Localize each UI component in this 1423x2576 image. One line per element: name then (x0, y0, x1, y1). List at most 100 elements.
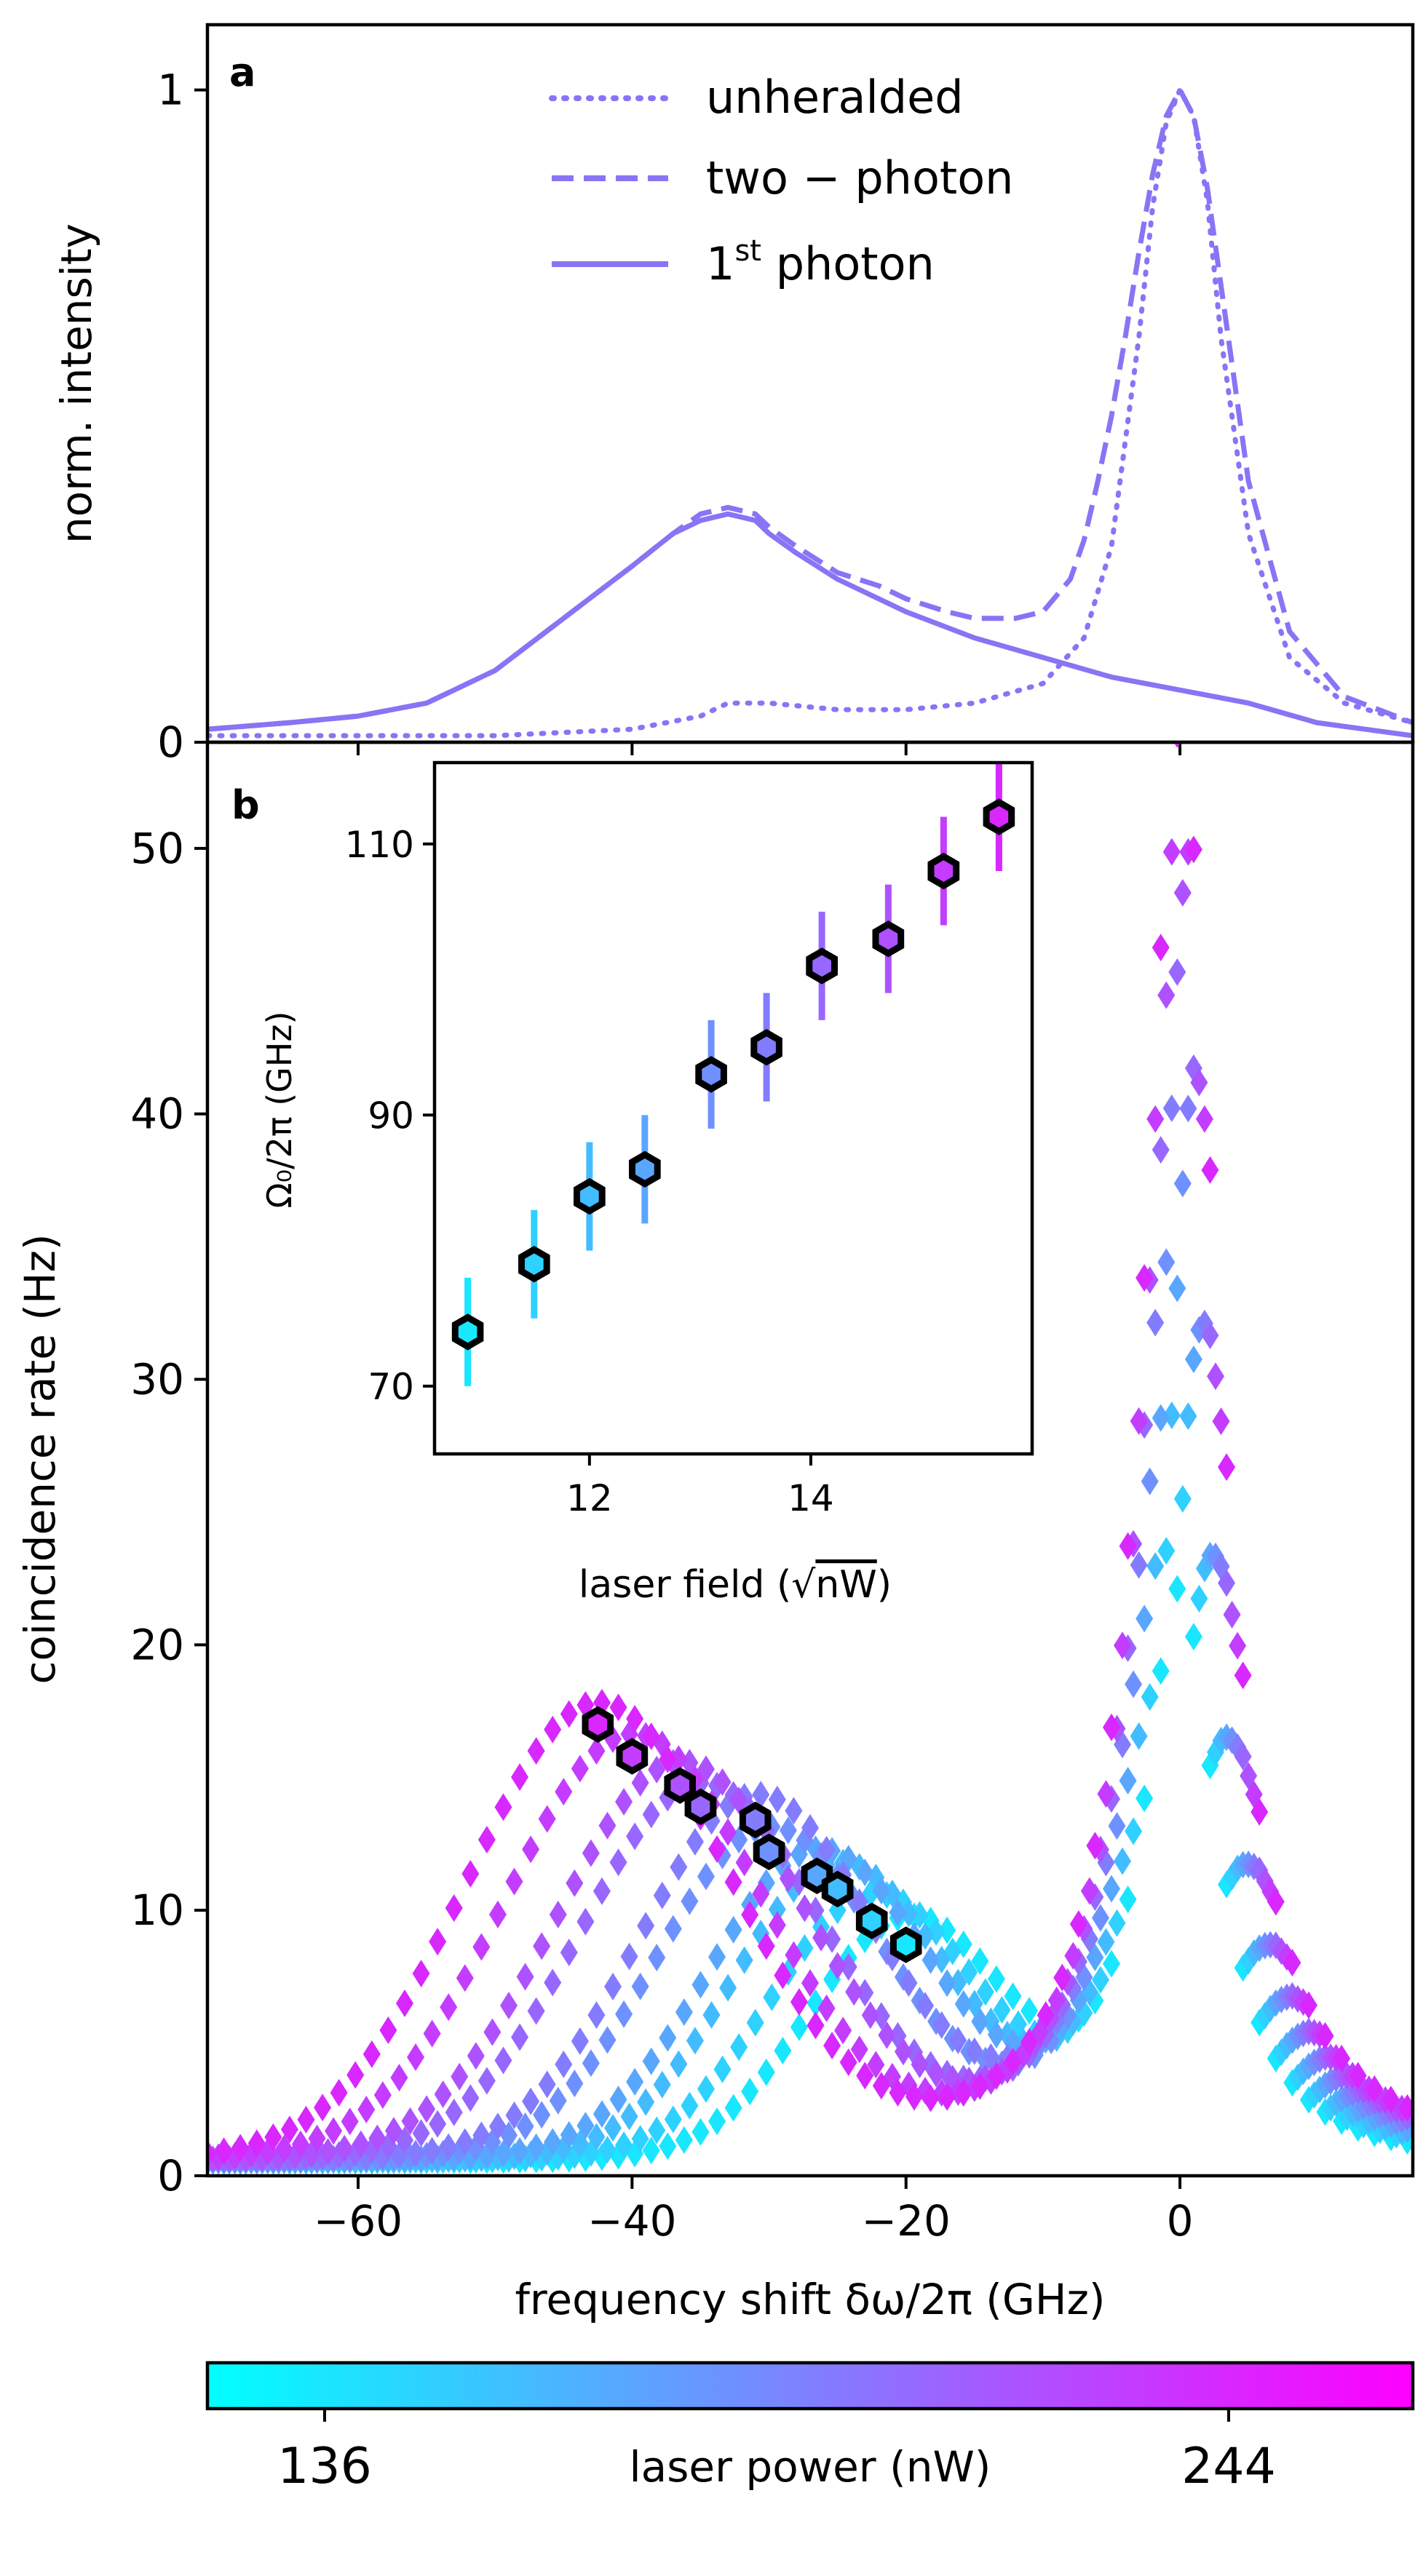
colorbar: 136 244 laser power (nW) (205, 2361, 1415, 2495)
panel-b-point (806, 1896, 825, 1925)
panel-b-point (407, 2139, 425, 2168)
panel-b-point (215, 2137, 233, 2166)
panel-b-point (626, 2067, 644, 2096)
panel-b-point (500, 1992, 518, 2020)
panel-b-point (505, 2101, 523, 2129)
panel-b-point (604, 1973, 622, 2001)
panel-b-point (609, 2086, 627, 2114)
panel-b-point (615, 2000, 633, 2028)
panel-b-point (1201, 1321, 1219, 1350)
panel-b-point (735, 1946, 753, 1974)
panel-b-point (472, 2121, 491, 2150)
panel-b-label: b (231, 782, 260, 828)
panel-b-point (686, 2027, 704, 2055)
panel-b-point (894, 2038, 912, 2066)
panel-b-point (308, 2124, 326, 2152)
panel-b-point (1086, 1832, 1104, 1860)
panel-b-peak-marker (616, 1738, 649, 1775)
panel-b-point (1135, 1264, 1154, 1292)
panel-b-point (735, 1848, 753, 1877)
inset-point (518, 1246, 550, 1283)
panel-b-point (598, 2026, 617, 2054)
panel-b-point (637, 2088, 655, 2116)
panel-b-point (488, 2112, 507, 2141)
panel-b-point (1184, 835, 1202, 864)
panel-b-point (582, 1839, 600, 1867)
panel-b-point (357, 2096, 376, 2124)
panel-b-point (527, 1997, 545, 2025)
panel-b-point (549, 2086, 567, 2115)
panel-b-point (582, 2049, 600, 2078)
panel-b-point (566, 1869, 584, 1897)
panel-b-point (461, 2084, 480, 2112)
panel-b-point (752, 1781, 770, 1809)
panel-b-peak-marker (684, 1788, 717, 1826)
panel-b-point (900, 1899, 918, 1928)
inset-point (451, 1313, 484, 1351)
panel-b-point (395, 1989, 413, 2017)
panel-b-point (713, 1768, 732, 1796)
legend-first-photon-rest: photon (761, 237, 935, 290)
panel-b-point (779, 1864, 797, 1893)
panel-b-point (445, 2098, 463, 2126)
panel-a: 01 a norm. intensity unheralded two − ph… (52, 23, 1415, 767)
panel-b-point (1141, 1683, 1159, 1712)
panel-b-peak-marker (582, 1706, 614, 1743)
panel-b-point (560, 1700, 578, 1728)
panel-b-point (796, 1894, 814, 1923)
panel-b-point (921, 2084, 940, 2112)
panel-b-point (1162, 1094, 1181, 1123)
panel-b-point (412, 1960, 430, 1988)
panel-b-point (675, 2126, 693, 2154)
panel-b-point (488, 1900, 507, 1928)
panel-b-point (511, 2023, 529, 2051)
panel-b-point (598, 2136, 617, 2164)
panel-b-point (609, 1693, 627, 1722)
panel-b-point (1114, 1847, 1132, 1875)
legend-first-photon-sup: st (734, 234, 761, 268)
panel-b-point (620, 2102, 638, 2131)
panel-b-point (1053, 1963, 1071, 1992)
panel-a-line-dotted (207, 87, 1413, 739)
panel-b-ticks: 0 10 20 30 40 50 −60 −40 −20 0 (130, 824, 1193, 2246)
panel-b-point (1195, 1105, 1213, 1133)
panel-b-point (368, 2124, 387, 2152)
panel-b-point (1207, 1362, 1225, 1391)
inset-point (695, 1056, 727, 1093)
panel-b-inset: 70 90 110 12 14 b Ω₀/2π (GHz) laser field (√… (231, 760, 1034, 1607)
panel-b-point (598, 1811, 617, 1840)
legend-label-two-photon: two − photon (706, 151, 1013, 204)
panel-b-point (659, 2132, 677, 2160)
inset-ylabel: Ω₀/2π (GHz) (260, 1011, 299, 1209)
panel-b-point (746, 2008, 764, 2037)
panel-b-point (670, 1853, 688, 1881)
panel-b-point (681, 2091, 699, 2120)
panel-a-label: a (229, 49, 255, 95)
inset-xlabel-close: ) (877, 1563, 892, 1607)
panel-b-point (1157, 1248, 1176, 1276)
legend-label-unheralded: unheralded (706, 71, 964, 124)
panel-b-frame (205, 740, 1415, 2178)
panel-b-point (1267, 1888, 1285, 1916)
panel-b-ytick-label: 50 (130, 824, 184, 873)
panel-a-line-solid (207, 511, 1413, 739)
panel-b-point (856, 1979, 874, 2007)
panel-b-point (889, 1899, 907, 1927)
panel-b-point (1069, 1910, 1087, 1939)
panel-b-point (291, 2130, 309, 2158)
panel-b-ylabel: coincidence rate (Hz) (15, 1233, 65, 1684)
panel-b-point (691, 1971, 710, 1999)
panel-b-point (1091, 1965, 1109, 1994)
panel-b-point (768, 1895, 786, 1923)
panel-b-point (401, 2107, 419, 2135)
panel-b-point (1146, 1308, 1165, 1337)
panel-b-point (434, 2080, 452, 2109)
panel-b-point (1036, 2001, 1055, 2030)
panel-b-point (494, 1793, 512, 1821)
panel-b-point (1108, 1909, 1126, 1937)
panel-b-point (1130, 1407, 1148, 1435)
panel-b-point (576, 2112, 595, 2140)
panel-b-point (1103, 1713, 1120, 1741)
panel-b-point (724, 1868, 742, 1896)
panel-b-point (1234, 1661, 1252, 1690)
